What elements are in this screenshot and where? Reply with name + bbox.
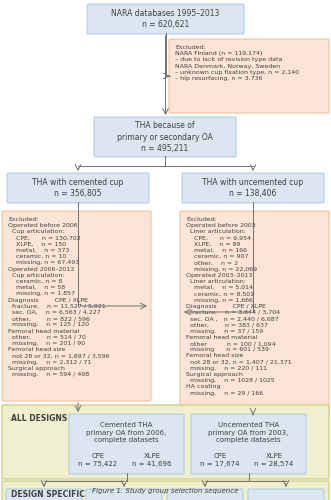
FancyBboxPatch shape: [87, 4, 244, 34]
Text: THA with cemented cup
n = 356,805: THA with cemented cup n = 356,805: [32, 178, 124, 198]
Text: n = 28,574: n = 28,574: [255, 461, 294, 467]
FancyBboxPatch shape: [191, 414, 306, 474]
Text: n = 17,674: n = 17,674: [200, 461, 240, 467]
Text: ALL DESIGNS: ALL DESIGNS: [11, 414, 67, 423]
FancyBboxPatch shape: [182, 173, 324, 203]
FancyBboxPatch shape: [248, 489, 324, 500]
Text: DESIGN SPECIFIC: DESIGN SPECIFIC: [11, 490, 85, 499]
FancyBboxPatch shape: [94, 117, 236, 157]
Text: n = 75,422: n = 75,422: [78, 461, 118, 467]
FancyBboxPatch shape: [2, 405, 329, 479]
Text: THA with uncemented cup
n = 138,406: THA with uncemented cup n = 138,406: [203, 178, 304, 198]
Text: Excluded:
NARA Finland (n = 119,174)
– due to lack of revision type data
NARA De: Excluded: NARA Finland (n = 119,174) – d…: [175, 45, 299, 81]
FancyBboxPatch shape: [86, 489, 162, 500]
Text: n = 41,696: n = 41,696: [132, 461, 172, 467]
Text: Cemented THA
primary OA from 2006,
complete datasets: Cemented THA primary OA from 2006, compl…: [86, 422, 167, 443]
Text: Excluded:
Operated before 2006
  Cup articulation:
    CPE,      n = 130,702
   : Excluded: Operated before 2006 Cup artic…: [8, 217, 110, 377]
FancyBboxPatch shape: [2, 481, 329, 500]
Text: CPE: CPE: [91, 453, 105, 459]
FancyBboxPatch shape: [169, 39, 329, 113]
Text: XLPE: XLPE: [265, 453, 283, 459]
Text: Figure 1. Study group selection sequence: Figure 1. Study group selection sequence: [92, 488, 239, 494]
Text: Excluded:
Operated before 2003
  Liner articulation:
    CPE,      n = 9,954
   : Excluded: Operated before 2003 Liner art…: [186, 217, 292, 396]
FancyBboxPatch shape: [180, 211, 329, 413]
Text: THA because of
primary or secondary OA
n = 495,211: THA because of primary or secondary OA n…: [117, 122, 213, 152]
FancyBboxPatch shape: [7, 173, 149, 203]
Text: XLPE: XLPE: [143, 453, 161, 459]
FancyBboxPatch shape: [167, 489, 243, 500]
Text: Uncemented THA
primary OA from 2003,
complete datasets: Uncemented THA primary OA from 2003, com…: [208, 422, 289, 443]
FancyBboxPatch shape: [2, 211, 151, 401]
Text: NARA databases 1995–2013
n = 620,621: NARA databases 1995–2013 n = 620,621: [111, 9, 220, 29]
FancyBboxPatch shape: [69, 414, 184, 474]
Text: CPE: CPE: [213, 453, 227, 459]
FancyBboxPatch shape: [6, 489, 82, 500]
